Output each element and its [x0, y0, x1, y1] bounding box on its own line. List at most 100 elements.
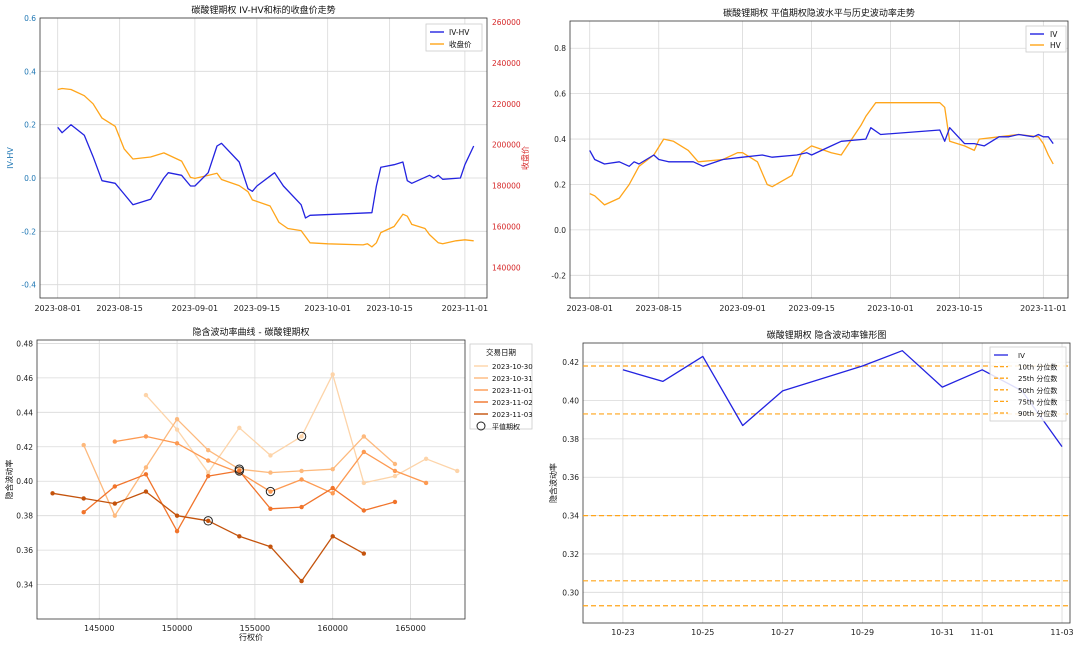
data-point	[268, 470, 273, 475]
y-tick-label-right: 160000	[492, 222, 521, 231]
y-tick-label: 0.36	[16, 546, 33, 555]
data-point	[392, 461, 398, 467]
data-point	[174, 417, 180, 422]
x-tick-label: 2023-10-15	[936, 304, 983, 313]
series-close-line	[57, 87, 474, 248]
data-point	[81, 496, 86, 501]
y-tick-label: 0.30	[562, 588, 579, 597]
data-point	[237, 534, 242, 539]
x-axis-label: 行权价	[239, 632, 263, 642]
data-point	[112, 484, 118, 489]
x-tick-label: 10-23	[611, 628, 634, 637]
chart-iv-smile: 145000 150000 155000 160000 165000 0.48 0.46 0.…	[4, 326, 533, 642]
x-tick-label: 11-01	[971, 628, 994, 637]
legend-label: IV	[1050, 30, 1058, 39]
x-tick-label: 2023-09-15	[788, 304, 835, 313]
legend-label: 收盘价	[449, 39, 472, 49]
data-point	[268, 506, 273, 511]
data-point	[143, 465, 149, 470]
series-line	[83, 470, 396, 532]
data-point	[174, 427, 180, 432]
atm-marker	[296, 431, 307, 442]
legend-label: 10th 分位数	[1018, 363, 1057, 372]
x-tick-label: 2023-09-01	[172, 304, 219, 313]
data-point	[361, 508, 367, 513]
data-point	[361, 551, 367, 556]
data-point	[299, 477, 304, 482]
legend-label: IV	[1018, 352, 1025, 360]
data-point	[174, 528, 180, 534]
y-tick-label: -0.2	[551, 271, 566, 280]
y-tick-label: 0.6	[554, 90, 566, 99]
data-point	[206, 458, 211, 463]
atm-marker	[203, 516, 213, 526]
x-tick-label: 2023-10-15	[366, 304, 413, 313]
y-tick-label-right: 200000	[492, 141, 521, 150]
plot-frame	[569, 20, 1069, 299]
series-iv-line	[589, 127, 1054, 167]
x-tick-label: 150000	[162, 624, 193, 633]
y-tick-label: 0.0	[554, 226, 566, 235]
y-tick-label: 0.34	[562, 512, 579, 521]
y-tick-label: 0.42	[16, 443, 33, 452]
x-tick-label: 165000	[395, 624, 426, 633]
y-axis-label-right: 收盘价	[520, 146, 530, 170]
legend-atm-marker	[476, 421, 486, 431]
y-tick-label: 0.48	[16, 339, 33, 348]
plot-frame	[36, 339, 466, 620]
legend-label: HV	[1050, 41, 1062, 50]
legend-label: 2023-11-01	[492, 387, 533, 395]
x-tick-label: 145000	[84, 624, 115, 633]
data-point	[423, 456, 429, 462]
chart-iv-hv-close: 2023-08-01 2023-08-15 2023-09-01 2023-09-15…	[6, 4, 530, 313]
data-point	[237, 468, 242, 474]
data-point	[330, 372, 335, 377]
y-tick-label: 0.42	[562, 358, 579, 367]
data-point	[361, 480, 367, 486]
data-point	[143, 472, 149, 477]
data-point	[50, 491, 55, 496]
legend-box	[1025, 25, 1067, 53]
series-iv-hv-line	[57, 124, 475, 219]
y-tick-label: 0.8	[554, 44, 566, 53]
y-tick-label-left: -0.4	[21, 281, 36, 290]
data-point	[392, 499, 398, 505]
atm-marker	[234, 464, 245, 474]
legend-label: 50th 分位数	[1018, 386, 1057, 395]
legend-label: 2023-11-03	[492, 411, 533, 419]
legend-label: 2023-10-31	[492, 375, 533, 383]
x-tick-label: 2023-08-15	[96, 304, 143, 313]
data-point	[299, 468, 304, 474]
x-tick-label: 10-29	[851, 628, 874, 637]
data-point	[112, 501, 118, 506]
x-tick-label: 11-03	[1050, 628, 1073, 637]
y-tick-label-right: 180000	[492, 182, 521, 191]
series-2023-11-02	[81, 468, 398, 534]
x-tick-label: 2023-10-01	[304, 304, 351, 313]
y-tick-label-left: 0.6	[24, 14, 36, 23]
y-tick-label: 0.2	[554, 180, 566, 189]
chart-atm-iv-hv: 2023-08-01 2023-08-15 2023-09-01 2023-09-15…	[551, 7, 1069, 313]
y-tick-label: 0.38	[16, 512, 33, 521]
chart-title: 碳酸锂期权 平值期权隐波水平与历史波动率走势	[723, 7, 915, 19]
y-tick-label: 0.36	[562, 473, 579, 482]
data-point	[299, 504, 304, 510]
data-point	[361, 434, 367, 439]
data-point	[361, 449, 367, 455]
series-2023-11-03	[50, 489, 367, 584]
y-tick-label-left: 0.0	[24, 174, 36, 183]
data-point	[143, 489, 149, 494]
data-point	[81, 510, 86, 515]
data-point	[268, 453, 273, 458]
y-tick-label: 0.40	[562, 397, 579, 406]
y-tick-label-right: 260000	[492, 18, 521, 27]
y-tick-label-left: 0.2	[24, 121, 36, 130]
data-point	[330, 485, 335, 491]
data-point	[268, 489, 273, 494]
x-tick-label: 10-31	[931, 628, 954, 637]
data-point	[174, 441, 180, 446]
data-point	[330, 491, 335, 496]
legend-label: 75th 分位数	[1018, 397, 1057, 406]
chart-title: 隐含波动率曲线 - 碳酸锂期权	[193, 326, 310, 338]
series-2023-11-01	[112, 434, 429, 496]
